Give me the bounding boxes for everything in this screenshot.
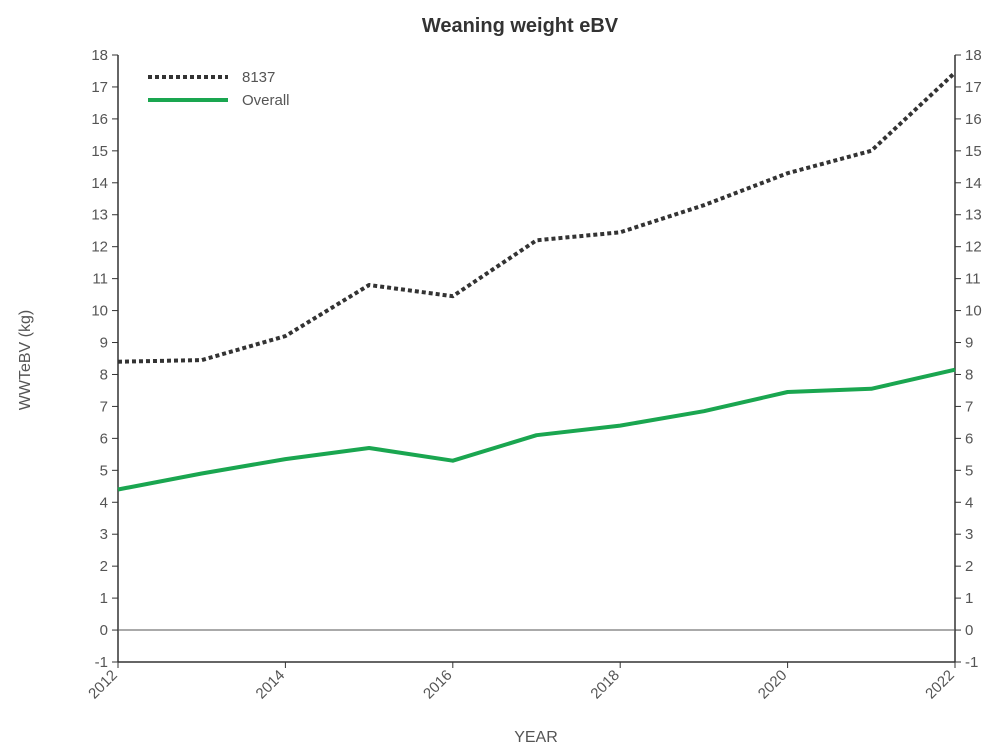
y-axis-label: WWTeBV (kg) (17, 310, 34, 410)
y-tick-label-right: 15 (965, 143, 982, 160)
y-tick-label-left: 3 (100, 526, 108, 543)
x-tick-label: 2022 (922, 667, 958, 703)
x-tick-label: 2020 (755, 667, 791, 703)
y-tick-label-left: 18 (91, 47, 108, 64)
y-tick-label-right: 18 (965, 47, 982, 64)
y-tick-label-left: 14 (91, 175, 108, 192)
y-tick-label-left: 6 (100, 430, 108, 447)
y-tick-label-left: 16 (91, 111, 108, 128)
series-line-overall (117, 367, 956, 492)
x-axis-label: YEAR (514, 729, 558, 746)
y-tick-label-right: 2 (965, 558, 973, 575)
y-tick-label-right: 10 (965, 303, 982, 320)
x-tick-label: 2016 (420, 667, 456, 703)
y-tick-label-left: 12 (91, 239, 108, 256)
y-tick-label-right: 13 (965, 207, 982, 224)
y-tick-label-right: 14 (965, 175, 982, 192)
y-tick-label-right: -1 (965, 654, 978, 671)
y-tick-label-left: -1 (95, 654, 108, 671)
y-tick-label-right: 16 (965, 111, 982, 128)
y-tick-label-right: 11 (965, 271, 981, 288)
series-layer (117, 71, 957, 492)
x-tick-label: 2012 (85, 667, 121, 703)
y-tick-label-left: 9 (100, 335, 108, 352)
y-tick-label-left: 7 (100, 398, 108, 415)
y-tick-label-left: 8 (100, 366, 108, 383)
chart-title: Weaning weight eBV (422, 15, 619, 37)
y-tick-label-right: 12 (965, 239, 982, 256)
x-tick-label: 2018 (587, 667, 623, 703)
y-tick-label-right: 0 (965, 622, 973, 639)
y-tick-label-right: 5 (965, 462, 973, 479)
y-tick-label-right: 9 (965, 335, 973, 352)
legend-label-overall: Overall (242, 92, 290, 109)
y-tick-label-right: 8 (965, 366, 973, 383)
y-tick-label-left: 15 (91, 143, 108, 160)
y-tick-label-right: 6 (965, 430, 973, 447)
axes (117, 55, 956, 663)
x-tick-label: 2014 (253, 667, 289, 703)
y-tick-label-left: 11 (92, 271, 108, 288)
legend-label-8137: 8137 (242, 69, 275, 86)
x-ticks: 2012 2014 2016 2018 2020 2022 (85, 662, 958, 702)
y-tick-label-left: 0 (100, 622, 108, 639)
legend: 8137 Overall (148, 69, 290, 109)
y-tick-label-left: 17 (91, 79, 108, 96)
y-tick-label-left: 1 (100, 590, 108, 607)
y-tick-label-left: 5 (100, 462, 108, 479)
y-tick-label-right: 4 (965, 494, 973, 511)
series-line-8137 (117, 71, 957, 364)
y-tick-label-left: 2 (100, 558, 108, 575)
y-tick-label-left: 4 (100, 494, 108, 511)
y-tick-label-right: 1 (965, 590, 973, 607)
y-tick-label-right: 17 (965, 79, 982, 96)
y-tick-label-left: 13 (91, 207, 108, 224)
y-tick-label-right: 7 (965, 398, 973, 415)
y-tick-label-left: 10 (91, 303, 108, 320)
y-tick-label-right: 3 (965, 526, 973, 543)
